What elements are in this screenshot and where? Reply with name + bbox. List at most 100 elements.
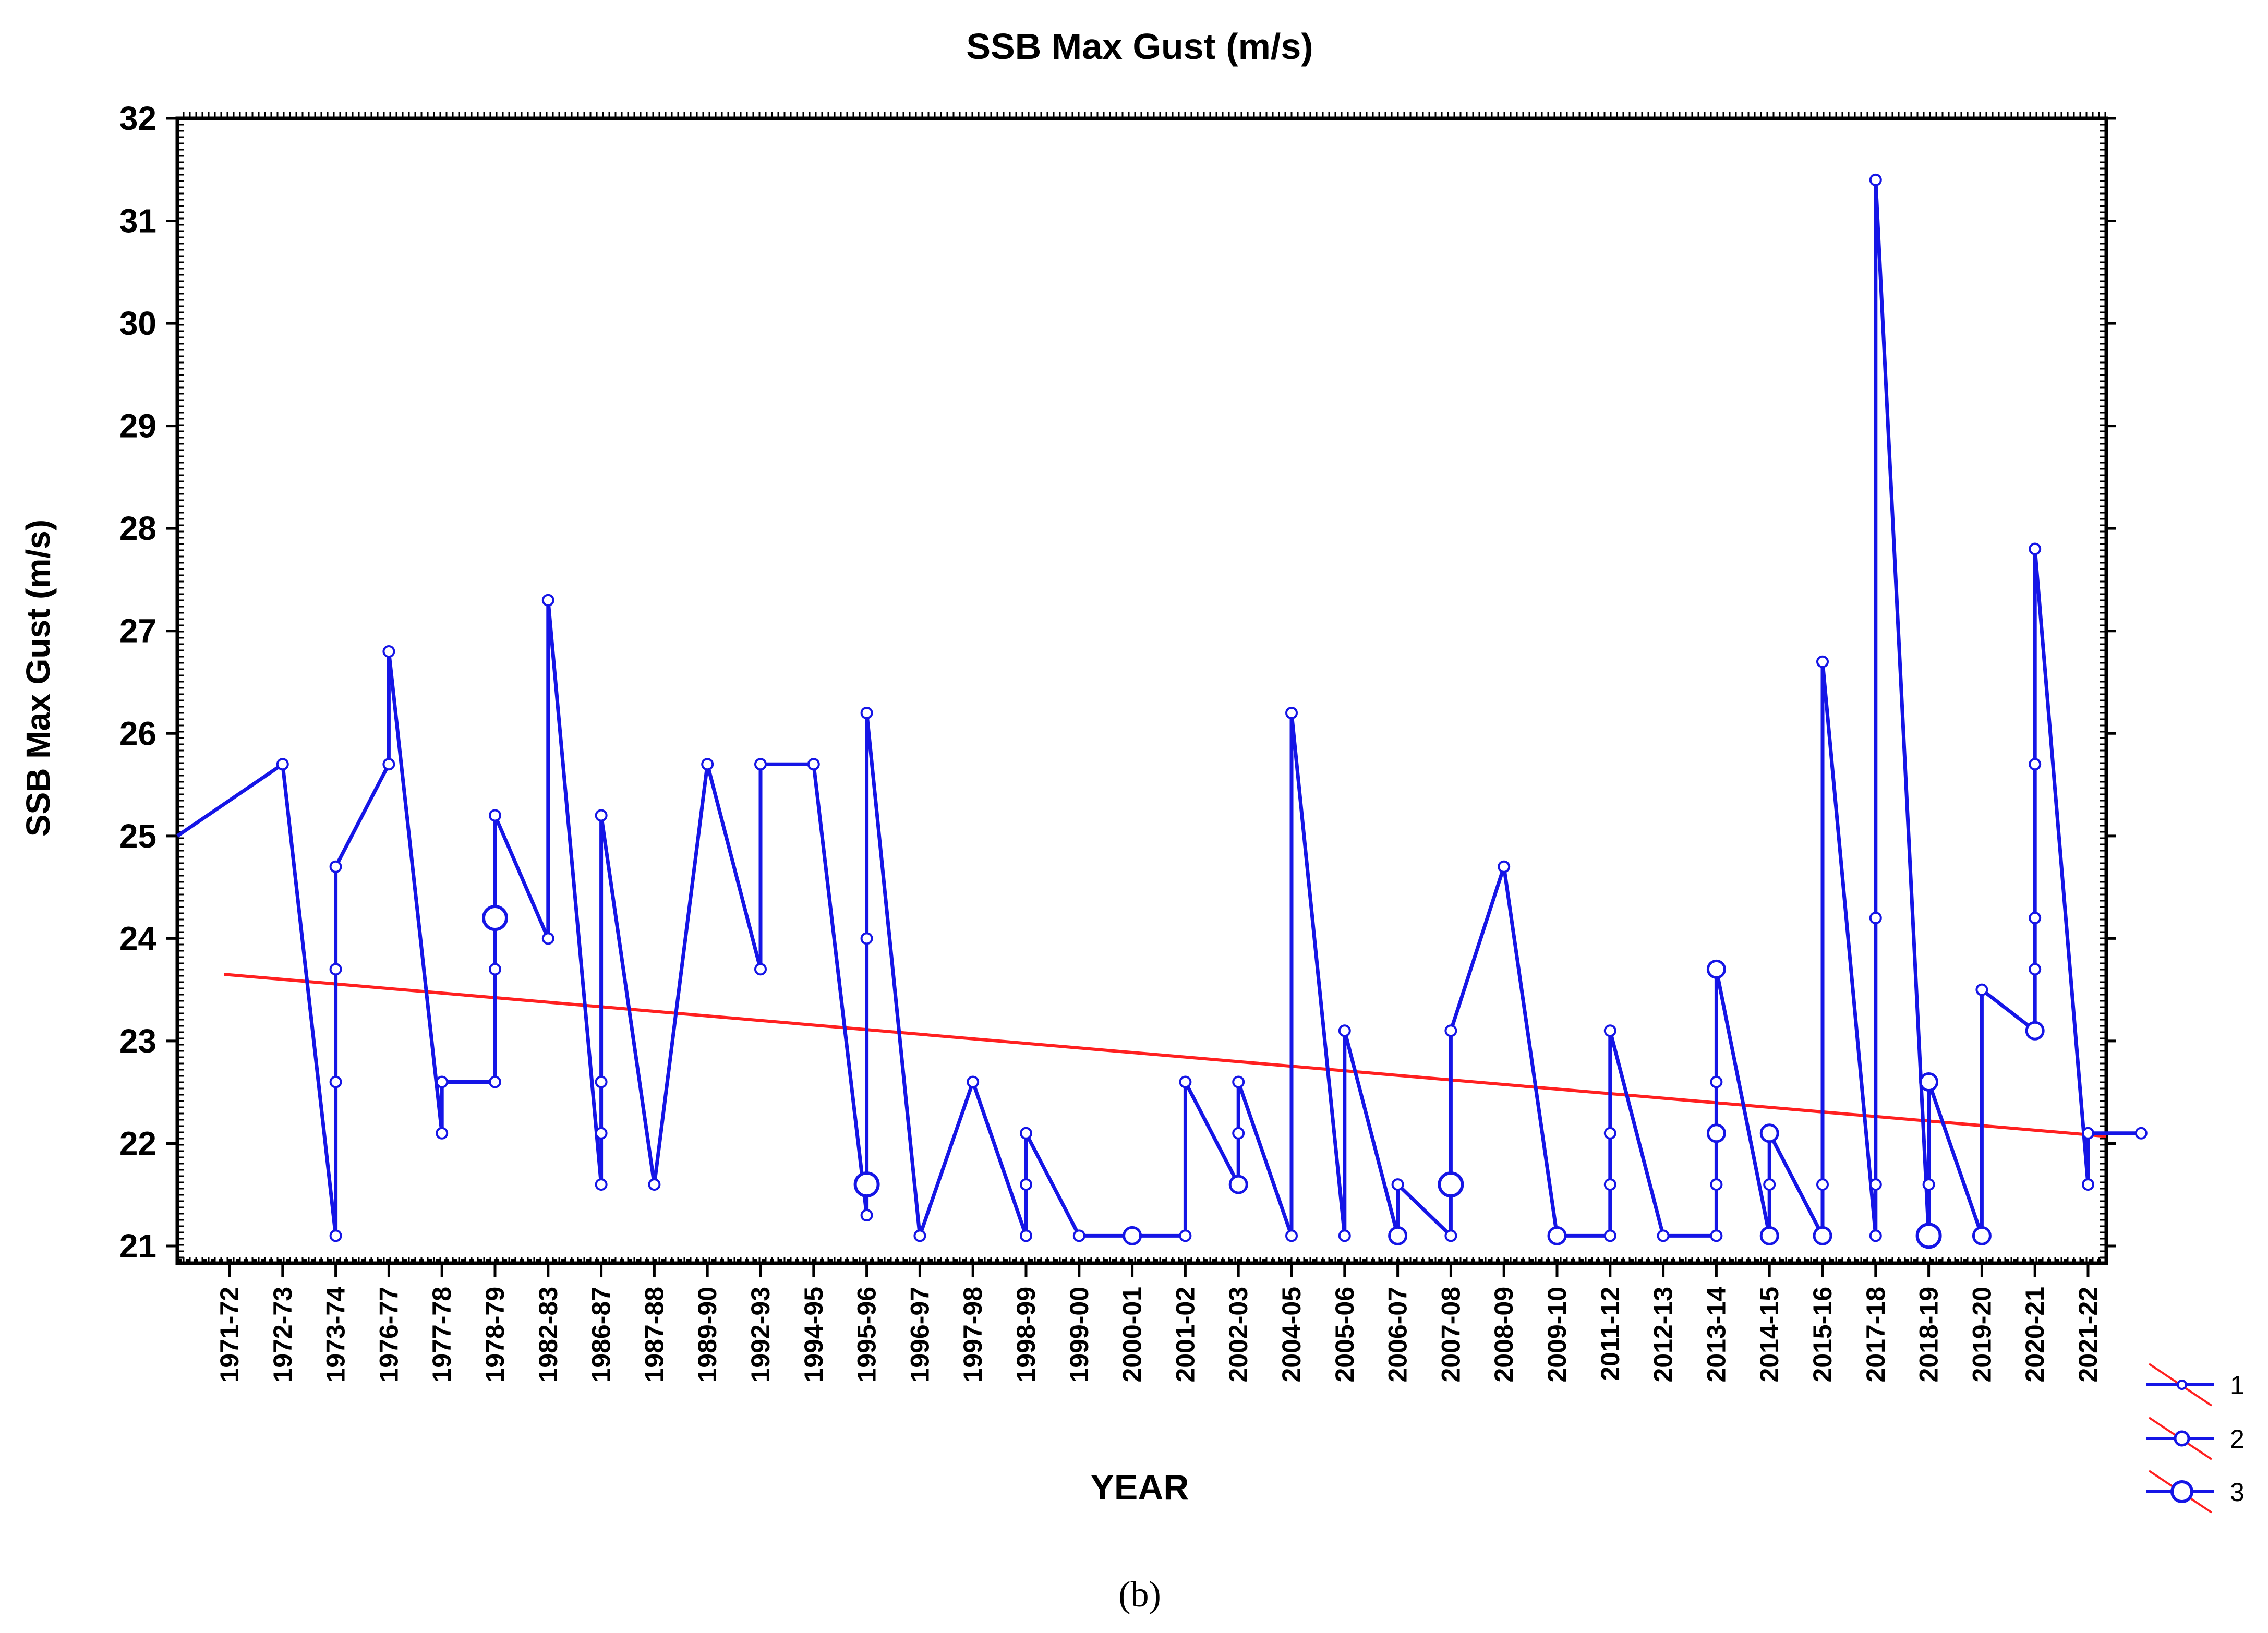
data-point <box>2029 963 2042 976</box>
data-point <box>1813 1226 1832 1245</box>
x-tick-label: 2014-15 <box>1755 1287 1784 1383</box>
data-point <box>1444 1229 1457 1242</box>
data-point <box>2029 912 2042 925</box>
x-tick-label: 1995-96 <box>852 1287 882 1383</box>
data-point <box>1706 959 1726 979</box>
x-tick-label: 1973-74 <box>321 1287 351 1383</box>
x-tick-label: 2018-19 <box>1914 1287 1944 1383</box>
data-point <box>754 963 767 976</box>
x-tick-label: 1986-87 <box>587 1287 616 1383</box>
x-tick-label: 1977-78 <box>427 1287 456 1383</box>
data-point <box>967 1075 980 1088</box>
data-point <box>1020 1178 1032 1191</box>
x-tick-label: 2011-12 <box>1596 1287 1625 1381</box>
data-point <box>1816 655 1829 668</box>
legend-label-2: 2 <box>2230 1424 2245 1454</box>
y-tick-label: 29 <box>119 407 156 445</box>
legend-marker-2 <box>2174 1430 2190 1447</box>
x-tick-label: 2019-20 <box>1967 1287 1996 1383</box>
data-point <box>1869 1229 1882 1242</box>
data-point <box>541 932 554 945</box>
legend-item-2: 2 <box>2146 1417 2245 1460</box>
data-point <box>489 963 501 976</box>
x-tick-label: 1999-00 <box>1065 1287 1094 1383</box>
data-point <box>489 809 501 822</box>
x-tick-label: 2009-10 <box>1542 1287 1572 1383</box>
frame-ticks <box>177 112 2106 1263</box>
data-point <box>1179 1075 1192 1088</box>
data-point <box>1869 912 1882 925</box>
x-tick-label: 2020-21 <box>2020 1287 2049 1383</box>
x-tick-label: 2015-16 <box>1808 1287 1837 1383</box>
data-point <box>1710 1229 1723 1242</box>
data-point <box>1072 1229 1085 1242</box>
x-tick-label: 1972-73 <box>268 1287 297 1383</box>
x-tick-label: 2008-09 <box>1489 1287 1518 1383</box>
data-point <box>1123 1226 1142 1245</box>
data-markers <box>276 173 2148 1249</box>
x-tick-label: 1989-90 <box>693 1287 722 1383</box>
data-point <box>1444 1024 1457 1037</box>
legend-marker-1 <box>2177 1380 2187 1390</box>
data-point <box>1285 706 1298 719</box>
data-point <box>1759 1226 1779 1245</box>
x-tick-label: 2004-05 <box>1277 1287 1306 1383</box>
data-point <box>329 963 342 976</box>
data-point <box>1706 1123 1726 1143</box>
y-ticks: 21 22 23 24 25 26 27 28 29 30 31 32 <box>119 100 2116 1265</box>
data-point <box>648 1178 661 1191</box>
data-point <box>754 758 767 771</box>
x-axis-label: YEAR <box>1091 1468 1189 1507</box>
y-tick-label: 30 <box>119 305 156 342</box>
data-point <box>2029 542 2042 555</box>
data-point <box>1603 1024 1616 1037</box>
data-point <box>1763 1178 1776 1191</box>
y-tick-label: 24 <box>119 920 157 957</box>
legend-item-1: 1 <box>2146 1363 2245 1407</box>
data-point <box>1232 1075 1245 1088</box>
data-point <box>1338 1024 1351 1037</box>
y-tick-label: 32 <box>119 100 156 137</box>
x-tick-label: 1998-99 <box>1011 1287 1041 1383</box>
x-tick-label: 1994-95 <box>799 1287 828 1383</box>
y-tick-label: 26 <box>119 715 156 752</box>
data-point <box>595 1075 608 1088</box>
y-tick-label: 27 <box>119 612 156 650</box>
x-tick-label: 1971-72 <box>215 1287 244 1383</box>
x-tick-label: 2013-14 <box>1702 1287 1731 1383</box>
x-tick-label: 1987-88 <box>640 1287 669 1383</box>
data-point <box>1338 1229 1351 1242</box>
data-point <box>1919 1072 1939 1092</box>
data-point <box>1657 1229 1670 1242</box>
data-point <box>1972 1226 1992 1245</box>
x-tick-label: 1976-77 <box>374 1287 403 1383</box>
data-point <box>1498 860 1511 873</box>
trend-line <box>224 973 2107 1138</box>
x-tick-label: 1992-93 <box>746 1287 775 1383</box>
data-point <box>853 1171 880 1198</box>
data-point <box>860 932 873 945</box>
figure-caption: (b) <box>1118 1575 1161 1615</box>
data-point <box>482 905 508 932</box>
legend-item-3: 3 <box>2146 1470 2245 1514</box>
x-tick-label: 1996-97 <box>905 1287 934 1383</box>
data-point <box>1438 1171 1464 1198</box>
data-point <box>1603 1127 1616 1140</box>
x-tick-label: 1978-79 <box>480 1287 510 1383</box>
data-point <box>2082 1127 2094 1140</box>
data-point <box>1975 983 1988 996</box>
x-tick-label: 2005-06 <box>1330 1287 1359 1383</box>
data-point <box>1869 1178 1882 1191</box>
data-point <box>1710 1178 1723 1191</box>
data-point <box>2082 1178 2094 1191</box>
data-point <box>1232 1127 1245 1140</box>
data-point <box>1391 1178 1404 1191</box>
y-tick-label: 22 <box>119 1124 156 1162</box>
legend: 1 2 3 <box>2146 1363 2245 1514</box>
y-tick-label: 23 <box>119 1022 156 1060</box>
data-point <box>1228 1175 1248 1194</box>
data-point <box>329 860 342 873</box>
data-point <box>1179 1229 1192 1242</box>
